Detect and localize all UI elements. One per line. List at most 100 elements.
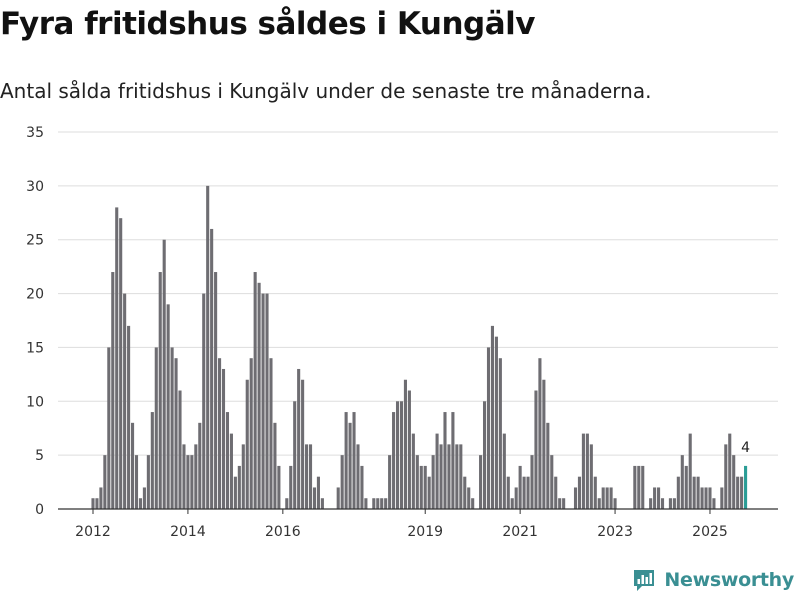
- bar: [142, 487, 146, 509]
- bar: [597, 498, 601, 509]
- bar: [482, 401, 487, 509]
- bar: [360, 465, 364, 509]
- bar: [447, 444, 451, 509]
- bar: [423, 465, 427, 509]
- bar: [494, 336, 498, 509]
- bar: [154, 347, 158, 509]
- axes: [58, 508, 778, 514]
- bar: [660, 498, 665, 509]
- y-tick-label: 5: [35, 448, 44, 464]
- bar: [577, 476, 582, 509]
- x-tick-label: 2012: [75, 524, 111, 540]
- y-tick-label: 35: [26, 125, 44, 141]
- bar: [336, 487, 340, 509]
- bar: [668, 498, 672, 509]
- bar: [166, 304, 170, 509]
- bar: [605, 487, 609, 509]
- bar: [704, 487, 708, 509]
- bar: [435, 433, 439, 509]
- bar: [530, 455, 534, 509]
- highlighted-bar: [744, 465, 748, 509]
- bar: [601, 487, 605, 509]
- bar: [712, 498, 716, 509]
- bar: [502, 433, 506, 509]
- bar: [210, 228, 214, 509]
- bar: [538, 358, 542, 509]
- bar: [407, 390, 411, 509]
- bar: [558, 498, 562, 509]
- bar: [392, 412, 396, 509]
- bar: [522, 476, 526, 509]
- bar: [194, 444, 198, 509]
- bar: [119, 218, 123, 509]
- bar: [637, 465, 641, 509]
- y-tick-label: 15: [26, 340, 44, 356]
- bar: [265, 293, 269, 509]
- bar: [312, 487, 317, 509]
- bar: [490, 325, 495, 509]
- bar: [214, 272, 218, 509]
- bar: [206, 185, 210, 509]
- bar: [510, 498, 514, 509]
- bar: [107, 347, 111, 509]
- bar: [356, 444, 360, 509]
- bar: [95, 498, 99, 509]
- bar: [127, 325, 131, 509]
- bar: [261, 293, 265, 509]
- bar: [174, 358, 178, 509]
- bar: [273, 422, 277, 509]
- bar: [732, 455, 736, 509]
- bar: [467, 487, 471, 509]
- bar: [736, 476, 740, 509]
- bar: [123, 293, 127, 509]
- bar: [285, 498, 289, 509]
- bar: [657, 487, 661, 509]
- bar: [724, 444, 728, 509]
- chart-subtitle: Antal sålda fritidshus i Kungälv under d…: [0, 79, 652, 103]
- bar: [111, 272, 115, 509]
- bar: [550, 455, 554, 509]
- bar: [399, 401, 404, 509]
- bar: [225, 412, 230, 509]
- chart-title: Fyra fritidshus såldes i Kungälv: [0, 6, 536, 42]
- bar: [308, 444, 313, 509]
- bar: [364, 498, 368, 509]
- bar: [573, 487, 578, 509]
- bar: [301, 379, 305, 509]
- bar: [451, 412, 455, 509]
- bar: [218, 358, 222, 509]
- bar: [641, 465, 645, 509]
- bar: [131, 422, 135, 509]
- bar: [740, 476, 744, 509]
- bar: [99, 487, 103, 509]
- bar: [593, 476, 597, 509]
- bar: [305, 444, 309, 509]
- bar: [316, 476, 320, 509]
- bar: [700, 487, 704, 509]
- bar: [455, 444, 459, 509]
- bar: [506, 476, 510, 509]
- bar: [158, 272, 162, 509]
- bar: [680, 455, 684, 509]
- bar: [439, 444, 443, 509]
- bar: [427, 476, 431, 509]
- bar: [708, 487, 712, 509]
- bar: [150, 412, 154, 509]
- bar: [431, 455, 435, 509]
- bar: [411, 433, 415, 509]
- y-tick-label: 25: [26, 233, 44, 249]
- bar: [546, 422, 550, 509]
- bar: [178, 390, 182, 509]
- y-tick-label: 10: [26, 394, 44, 410]
- bar: [289, 465, 293, 509]
- bar: [534, 390, 538, 509]
- bar: [720, 487, 724, 509]
- bar: [554, 476, 558, 509]
- bar: [388, 455, 392, 509]
- bar: [257, 282, 261, 509]
- bar: [542, 379, 546, 509]
- bar: [672, 498, 676, 509]
- bar: [115, 207, 119, 509]
- bar: [684, 465, 688, 509]
- bar: [245, 379, 249, 509]
